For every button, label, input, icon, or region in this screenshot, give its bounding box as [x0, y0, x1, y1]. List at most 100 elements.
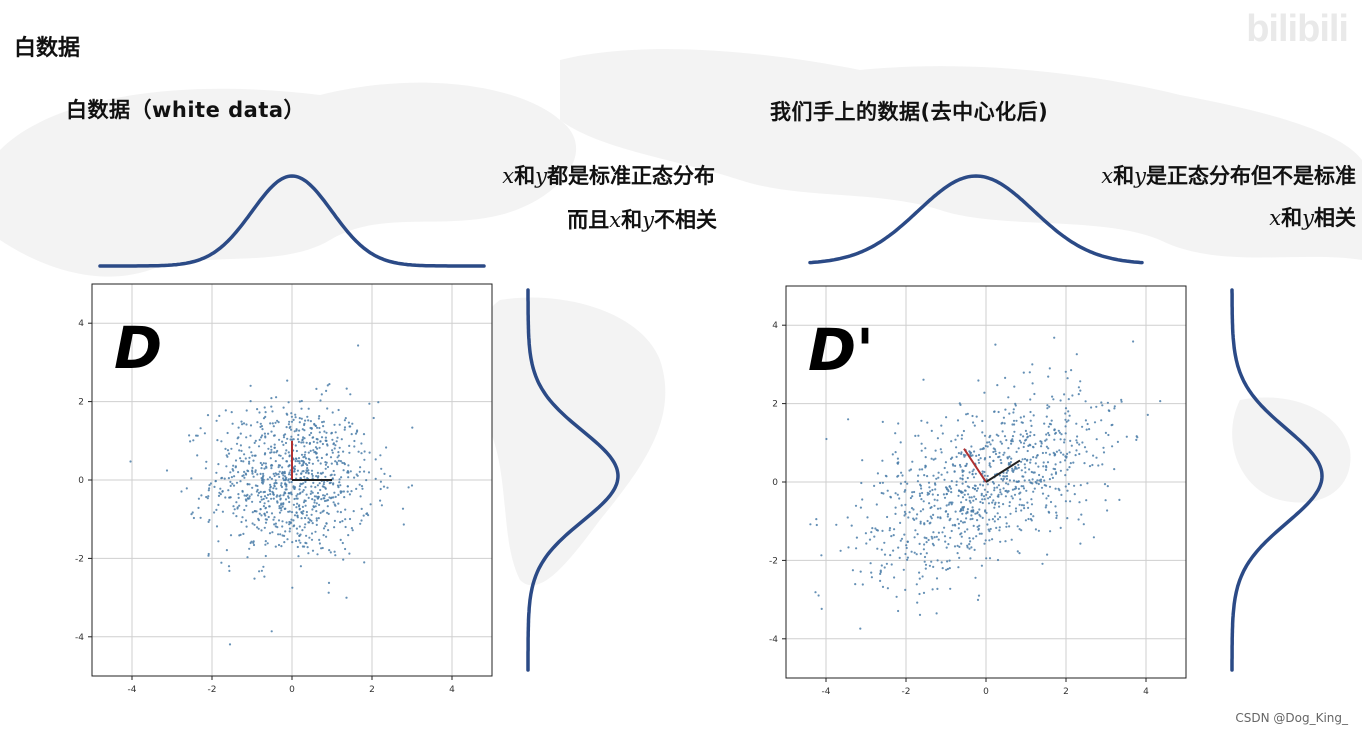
- data-point: [238, 504, 241, 507]
- data-point: [189, 440, 192, 443]
- data-point: [236, 437, 239, 440]
- data-point: [1048, 405, 1051, 408]
- data-point: [1031, 482, 1034, 485]
- data-point: [1003, 451, 1006, 454]
- data-point: [232, 484, 236, 487]
- data-point: [339, 484, 342, 487]
- data-point: [358, 483, 361, 486]
- data-point: [293, 468, 296, 471]
- data-point: [263, 453, 266, 456]
- data-point: [318, 542, 321, 545]
- data-point: [218, 414, 221, 417]
- data-point: [228, 643, 232, 646]
- data-point: [340, 476, 343, 479]
- data-point: [960, 452, 963, 455]
- data-point: [239, 432, 242, 435]
- var-x: x: [1269, 206, 1282, 230]
- data-point: [995, 526, 998, 530]
- data-point: [1018, 552, 1021, 555]
- data-point: [1081, 441, 1084, 444]
- data-point: [1007, 462, 1011, 465]
- data-point: [1008, 525, 1011, 528]
- data-point: [1064, 485, 1067, 488]
- data-point: [996, 512, 999, 515]
- data-point: [957, 452, 961, 455]
- data-point: [302, 456, 305, 459]
- data-point: [266, 493, 270, 496]
- data-point: [1030, 503, 1034, 506]
- data-point: [1083, 446, 1087, 449]
- data-point: [903, 514, 906, 517]
- data-point: [295, 449, 298, 453]
- data-point: [341, 461, 344, 464]
- left-note-line1: x和y都是标准正态分布: [502, 160, 715, 190]
- data-point: [971, 470, 974, 473]
- data-point: [957, 566, 960, 569]
- data-point: [237, 471, 240, 474]
- data-point: [218, 491, 221, 494]
- data-point: [1019, 498, 1022, 501]
- data-point: [307, 457, 310, 460]
- data-point: [278, 475, 281, 478]
- data-point: [338, 446, 341, 449]
- data-point: [910, 550, 913, 553]
- data-point: [264, 514, 267, 517]
- data-point: [237, 496, 240, 499]
- data-point: [1018, 503, 1021, 506]
- data-point: [292, 438, 295, 441]
- data-point: [902, 568, 905, 571]
- data-point: [357, 344, 360, 347]
- data-point: [918, 468, 921, 471]
- data-point: [976, 519, 979, 522]
- data-point: [909, 496, 913, 500]
- data-point: [1034, 528, 1037, 531]
- data-point: [1070, 444, 1073, 447]
- data-point: [924, 456, 927, 459]
- data-point: [251, 466, 254, 469]
- data-point: [192, 439, 195, 442]
- data-point: [303, 475, 306, 478]
- data-point: [1100, 401, 1103, 404]
- data-point: [924, 563, 928, 566]
- data-point: [943, 478, 946, 481]
- data-point: [965, 512, 968, 515]
- data-point: [327, 591, 330, 594]
- data-point: [216, 439, 219, 442]
- data-point: [1005, 522, 1008, 525]
- data-point: [918, 613, 922, 617]
- data-point: [861, 498, 864, 501]
- data-point: [319, 511, 322, 514]
- data-point: [302, 462, 305, 465]
- data-point: [949, 536, 952, 539]
- csdn-watermark: CSDN @Dog_King_: [1235, 711, 1348, 725]
- data-point: [380, 504, 383, 507]
- data-point: [318, 446, 321, 449]
- data-point: [342, 558, 345, 561]
- data-point: [306, 477, 309, 480]
- data-point: [939, 507, 942, 510]
- data-point: [917, 474, 920, 477]
- data-point: [296, 502, 299, 505]
- data-point: [306, 546, 309, 549]
- data-point: [1052, 398, 1055, 401]
- data-point: [299, 533, 302, 536]
- data-point: [248, 446, 251, 449]
- data-point: [970, 514, 973, 517]
- data-point: [246, 493, 249, 496]
- var-y: y: [1302, 206, 1314, 230]
- data-point: [254, 439, 257, 442]
- data-point: [229, 480, 232, 483]
- data-point: [349, 470, 352, 473]
- data-point: [207, 552, 210, 556]
- data-point: [259, 422, 262, 425]
- data-point: [1030, 498, 1033, 501]
- data-point: [883, 541, 886, 544]
- data-point: [1092, 536, 1095, 539]
- data-point: [283, 507, 286, 510]
- data-point: [335, 440, 338, 443]
- data-point: [1075, 439, 1078, 442]
- data-point: [260, 436, 263, 439]
- data-point: [263, 442, 266, 445]
- data-point: [346, 485, 349, 488]
- data-point: [305, 534, 308, 537]
